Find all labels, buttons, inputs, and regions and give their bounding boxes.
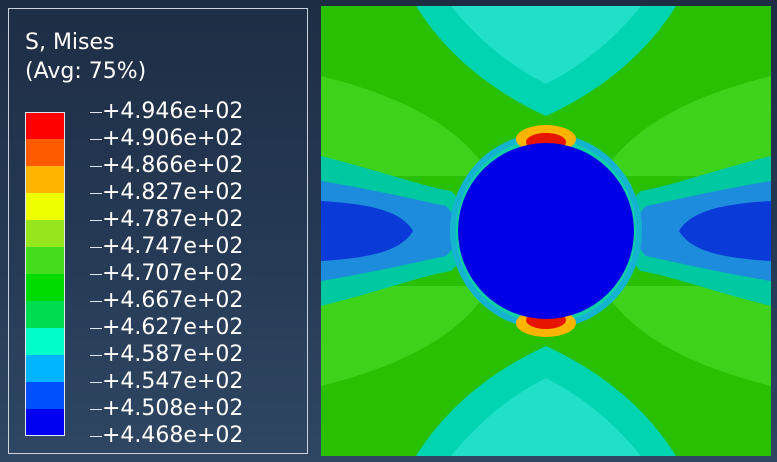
scale-swatch [25, 112, 65, 139]
scale-tick [90, 328, 102, 329]
contour-low-right [679, 201, 771, 261]
scale-tick [90, 355, 102, 356]
scale-tick [90, 436, 102, 437]
scale-tick [90, 112, 102, 113]
contour-low-left [321, 201, 413, 261]
scale-tick [90, 247, 102, 248]
hole [458, 143, 634, 319]
legend-panel [8, 8, 308, 454]
scale-swatch [25, 193, 65, 220]
contour-band-bottom-inner [451, 378, 641, 456]
scale-tick [90, 193, 102, 194]
scale-tick [90, 409, 102, 410]
scale-swatch [25, 355, 65, 382]
scale-swatch [25, 301, 65, 328]
color-scale [25, 112, 75, 436]
scale-tick-label: +4.946e+02 [102, 99, 244, 124]
scale-tick-label: +4.906e+02 [102, 126, 244, 151]
contour-viewport[interactable] [321, 6, 771, 456]
scale-swatch [25, 220, 65, 247]
scale-tick-label: +4.667e+02 [102, 288, 244, 313]
legend-averaging-note: (Avg: 75%) [25, 59, 147, 84]
scale-tick-label: +4.747e+02 [102, 234, 244, 259]
scale-tick-label: +4.866e+02 [102, 153, 244, 178]
scale-tick-label: +4.787e+02 [102, 207, 244, 232]
scale-tick [90, 274, 102, 275]
scale-swatch [25, 274, 65, 301]
contour-band-top-inner [451, 6, 641, 84]
contour-band [321, 286, 491, 386]
contour-band [321, 76, 491, 176]
scale-tick-label: +4.627e+02 [102, 315, 244, 340]
stress-contour-plot [321, 6, 771, 456]
scale-tick-label: +4.508e+02 [102, 396, 244, 421]
scale-tick [90, 220, 102, 221]
contour-band [601, 286, 771, 386]
scale-tick-label: +4.827e+02 [102, 180, 244, 205]
scale-tick [90, 166, 102, 167]
scale-swatch [25, 382, 65, 409]
scale-swatch [25, 139, 65, 166]
scale-swatch [25, 328, 65, 355]
scale-tick [90, 139, 102, 140]
scale-swatch [25, 166, 65, 193]
legend-title: S, Mises [25, 30, 115, 55]
scale-swatch [25, 247, 65, 274]
scale-tick-label: +4.468e+02 [102, 423, 244, 448]
scale-tick-label: +4.707e+02 [102, 261, 244, 286]
scale-tick [90, 301, 102, 302]
scale-tick-label: +4.547e+02 [102, 369, 244, 394]
contour-band [601, 76, 771, 176]
scale-tick-label: +4.587e+02 [102, 342, 244, 367]
scale-swatch [25, 409, 65, 436]
scale-tick [90, 382, 102, 383]
